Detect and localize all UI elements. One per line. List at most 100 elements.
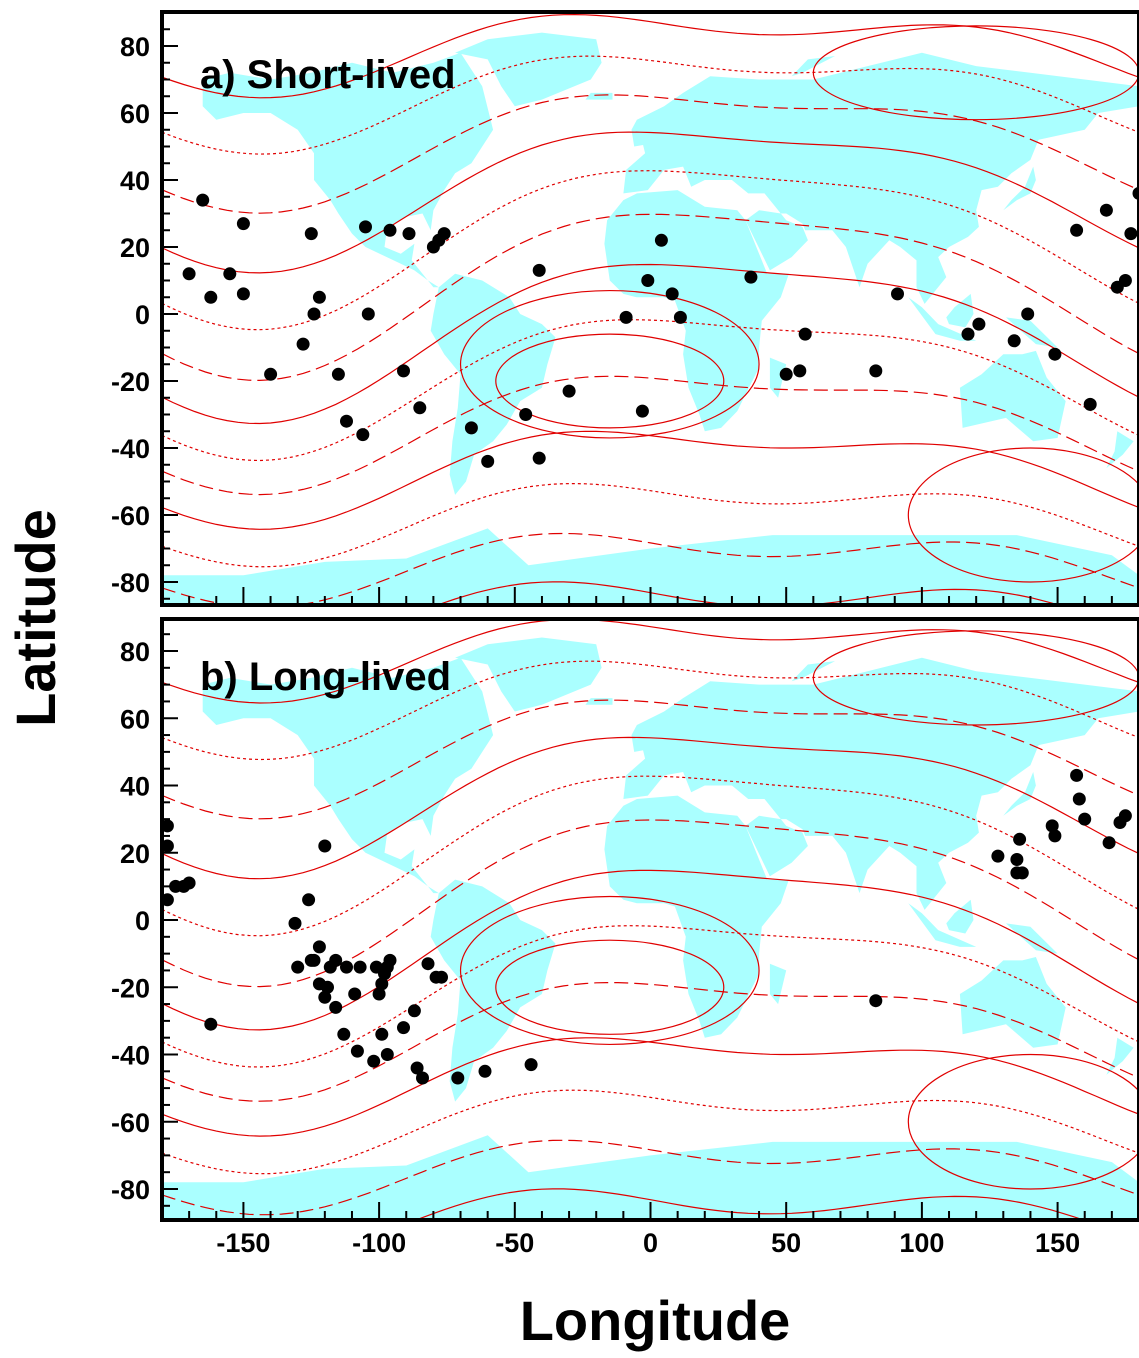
- y-tick-label: -40: [111, 434, 150, 464]
- data-point: [532, 451, 546, 465]
- data-point: [891, 287, 904, 301]
- data-point: [1045, 819, 1059, 833]
- data-point: [397, 364, 410, 378]
- land-mass: [745, 210, 808, 271]
- data-point: [340, 414, 353, 428]
- contour-loop: [495, 333, 725, 429]
- data-point: [619, 310, 633, 324]
- data-point: [1118, 274, 1132, 287]
- land-mass: [162, 1135, 1139, 1220]
- contour-line: [162, 925, 1139, 1068]
- y-tick-label: 60: [120, 704, 150, 734]
- data-point: [337, 1027, 351, 1041]
- contour-line: [162, 619, 1139, 704]
- contour-loop: [459, 895, 760, 1046]
- data-point: [162, 819, 174, 833]
- x-tick-label: 0: [643, 1228, 658, 1258]
- contour-loop: [907, 447, 1139, 583]
- data-point: [204, 1017, 218, 1031]
- data-point: [375, 1027, 389, 1041]
- contour-line: [162, 263, 1139, 425]
- contour-line: [162, 699, 1139, 820]
- land-mass: [959, 350, 1066, 442]
- land-mass: [202, 52, 494, 288]
- y-tick-label: 60: [120, 99, 150, 129]
- data-point: [372, 987, 386, 1001]
- land-mass: [585, 92, 613, 100]
- data-point: [397, 1021, 410, 1035]
- data-point: [451, 1071, 465, 1085]
- land-mass: [769, 963, 787, 1005]
- land-mass: [623, 657, 1139, 910]
- contour-line: [162, 1089, 1139, 1175]
- x-tick-label: -150: [216, 1228, 270, 1258]
- land-mass: [631, 119, 654, 147]
- data-point: [182, 876, 196, 890]
- panel-b: 80 60 40 20 0 -20 -40 -60 -80 -150 -100 -50 0 50 100 15…: [111, 617, 1139, 1258]
- y-tick-label: 20: [120, 839, 150, 869]
- data-point: [1013, 832, 1027, 846]
- panel-title: a) Short-lived: [200, 53, 456, 97]
- data-point: [779, 367, 793, 381]
- contour-line: [162, 660, 1139, 761]
- data-point: [519, 408, 533, 421]
- data-point: [641, 274, 655, 287]
- land-mass: [908, 903, 977, 947]
- data-point: [331, 367, 345, 381]
- land-mass: [745, 815, 808, 877]
- data-point: [182, 267, 196, 281]
- panel-title: b) Long-lived: [200, 655, 451, 699]
- data-point: [1015, 866, 1029, 880]
- data-point: [1083, 397, 1097, 411]
- data-point: [524, 1058, 538, 1072]
- data-point: [162, 839, 174, 853]
- data-point: [1048, 347, 1062, 361]
- contour-loop: [459, 289, 760, 439]
- contour-line: [162, 736, 1139, 880]
- data-point: [1007, 334, 1021, 348]
- data-point: [416, 1071, 429, 1085]
- land-mass: [908, 297, 977, 341]
- panel-a: 80 60 40 20 0 -20 -40 -60 -80 a) Short-lived: [111, 10, 1139, 607]
- data-point: [744, 270, 758, 284]
- y-tick-label: -20: [111, 973, 150, 1003]
- data-point: [353, 960, 367, 974]
- data-point: [1078, 812, 1092, 826]
- land-mass: [162, 528, 1139, 605]
- data-point: [413, 401, 427, 415]
- data-point: [478, 1064, 492, 1078]
- contour-line: [162, 1139, 1139, 1216]
- data-point: [410, 1061, 424, 1075]
- contour-loop: [907, 1053, 1139, 1190]
- contour-loop: [812, 630, 1139, 726]
- data-point: [793, 364, 807, 378]
- data-point: [1048, 829, 1062, 843]
- data-point: [437, 227, 451, 241]
- data-point: [307, 953, 321, 967]
- x-axis-label: Longitude: [520, 1289, 791, 1352]
- contour-line: [162, 131, 1139, 274]
- data-point: [1010, 853, 1024, 866]
- data-point: [1099, 203, 1113, 217]
- data-point: [296, 337, 310, 351]
- land-mass: [430, 879, 556, 1102]
- y-tick-label: -80: [111, 1175, 150, 1205]
- data-point: [380, 1048, 394, 1061]
- data-point: [635, 404, 649, 418]
- data-point: [378, 967, 391, 981]
- data-point: [798, 327, 812, 341]
- land-mass: [1006, 923, 1058, 954]
- data-point: [329, 1000, 343, 1014]
- data-point: [304, 227, 318, 241]
- data-point: [464, 421, 478, 435]
- y-tick-label: 0: [135, 300, 150, 330]
- contour-line: [162, 319, 1139, 462]
- data-point: [869, 994, 883, 1008]
- data-point: [421, 957, 435, 971]
- data-point: [264, 367, 278, 381]
- y-tick-label: 40: [120, 166, 150, 196]
- land-mass: [1003, 166, 1036, 211]
- contour-loop: [495, 939, 725, 1035]
- data-point: [288, 916, 302, 930]
